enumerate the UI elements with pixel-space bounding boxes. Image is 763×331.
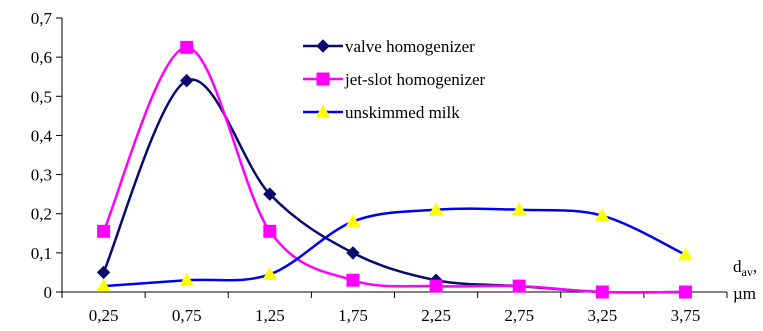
x-unit-sub: av — [742, 265, 753, 279]
series-point-1 — [97, 224, 111, 238]
series-point-1 — [180, 40, 194, 54]
x-tick-label: 0,75 — [172, 306, 202, 325]
legend-label-0: valve homogenizer — [345, 37, 475, 56]
series-point-2 — [262, 266, 278, 280]
x-tick-label: 1,25 — [255, 306, 285, 325]
series-point-0 — [96, 265, 111, 280]
series-point-2 — [428, 202, 444, 216]
series-point-1 — [346, 273, 360, 287]
series-line-2 — [103, 207, 686, 288]
series-point-2 — [594, 208, 610, 222]
series-point-1 — [263, 224, 277, 238]
series-point-0 — [263, 187, 277, 201]
series-point-2 — [179, 272, 195, 286]
x-unit-main: d — [733, 257, 742, 276]
series-point-1 — [595, 285, 609, 299]
y-tick-label: 0,2 — [31, 205, 52, 224]
y-tick-label: 0 — [44, 283, 53, 302]
x-axis-unit-label: dav, — [733, 257, 757, 279]
y-tick-label: 0,4 — [31, 126, 53, 145]
series-point-1 — [678, 285, 692, 299]
series-point-2 — [511, 202, 527, 216]
chart-series — [96, 40, 693, 299]
legend-label-2: unskimmed milk — [345, 103, 460, 122]
x-tick-label: 0,25 — [89, 306, 119, 325]
y-tick-label: 0,1 — [31, 244, 52, 263]
series-point-2 — [678, 247, 693, 261]
y-tick-label: 0,3 — [31, 166, 52, 185]
series-point-0 — [346, 246, 360, 260]
legend-label-1: jet-slot homogenizer — [344, 70, 486, 89]
y-tick-label: 0,6 — [31, 48, 52, 67]
x-tick-label: 3,75 — [671, 306, 701, 325]
legend-marker-0 — [316, 39, 330, 53]
y-tick-label: 0,7 — [31, 9, 53, 28]
y-tick-label: 0,5 — [31, 87, 52, 106]
chart-legend: valve homogenizer jet-slot homogenizer uns… — [303, 37, 486, 122]
legend-marker-2 — [315, 104, 331, 118]
series-point-2 — [345, 214, 361, 228]
x-unit-suffix: , — [753, 257, 757, 276]
series-point-2 — [96, 278, 111, 292]
x-tick-label: 1,75 — [338, 306, 368, 325]
series-point-0 — [179, 73, 194, 88]
series-point-1 — [512, 279, 526, 293]
x-tick-label: 2,75 — [504, 306, 534, 325]
x-tick-label: 3,25 — [587, 306, 617, 325]
series-point-1 — [429, 279, 443, 293]
x-axis-unit: µm — [733, 284, 756, 303]
legend-marker-1 — [316, 72, 330, 86]
chart-axes: 0 0,1 0,2 0,3 0,4 0,5 0,6 0,7 0,25 0,75 1,25 1,75 2,… — [31, 9, 728, 325]
x-tick-label: 2,25 — [421, 306, 451, 325]
